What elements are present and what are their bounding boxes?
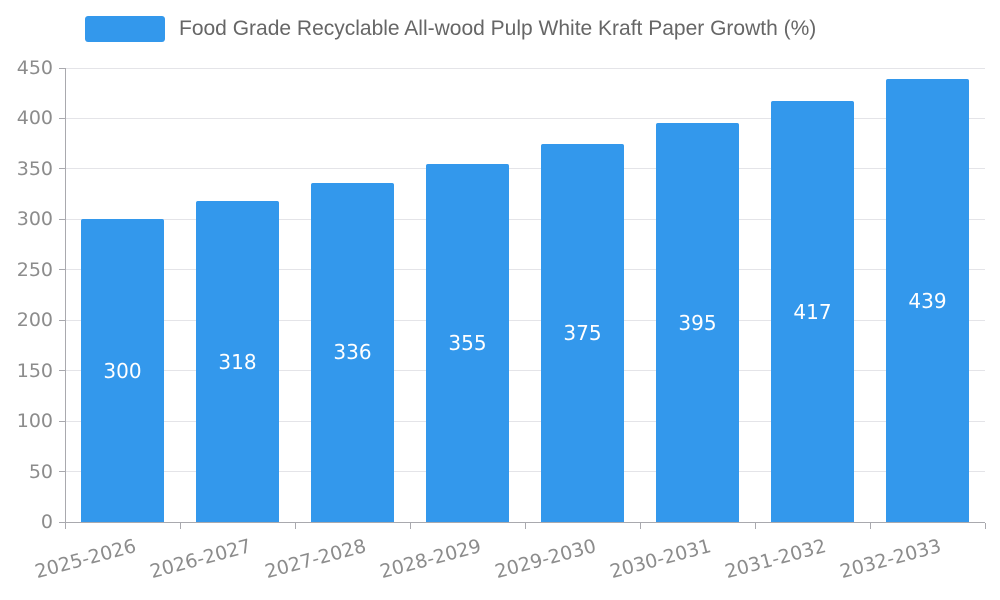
y-axis-tick <box>59 370 65 372</box>
x-axis-tick <box>869 523 871 529</box>
bar-value-label: 439 <box>908 288 947 313</box>
bar-value-label: 417 <box>793 299 832 324</box>
x-axis-tick <box>179 523 181 529</box>
bar: 300 <box>81 219 164 522</box>
bar-value-label: 375 <box>563 320 602 345</box>
y-axis-label: 250 <box>16 258 53 281</box>
bar: 375 <box>541 143 624 522</box>
y-axis-label: 150 <box>16 359 53 382</box>
bar: 395 <box>656 123 739 522</box>
gridline <box>65 370 985 372</box>
y-axis-label: 50 <box>28 460 53 483</box>
y-axis-tick <box>59 471 65 473</box>
bar: 417 <box>771 101 854 522</box>
y-axis-tick <box>59 218 65 220</box>
y-axis-line <box>65 68 66 522</box>
bar: 355 <box>426 163 509 522</box>
x-axis-line <box>65 522 985 523</box>
x-axis-tick <box>639 523 641 529</box>
y-axis-tick <box>59 168 65 170</box>
y-axis-label: 400 <box>16 107 53 130</box>
bar-value-label: 300 <box>103 358 142 383</box>
y-axis-label: 350 <box>16 157 53 180</box>
y-axis-tick <box>59 117 65 119</box>
gridline <box>65 420 985 422</box>
bar-value-label: 355 <box>448 330 487 355</box>
y-axis-label: 0 <box>40 511 53 533</box>
gridline <box>65 117 985 119</box>
y-axis-label: 450 <box>16 57 53 79</box>
y-axis-tick <box>59 521 65 523</box>
gridline <box>65 471 985 473</box>
y-axis-label: 300 <box>16 208 53 231</box>
x-axis-tick <box>64 523 66 529</box>
y-axis-tick <box>59 319 65 321</box>
legend: Food Grade Recyclable All-wood Pulp Whit… <box>85 16 816 42</box>
y-axis-tick <box>59 269 65 271</box>
y-axis-label: 200 <box>16 309 53 332</box>
x-axis-tick <box>984 523 986 529</box>
x-axis-tick <box>754 523 756 529</box>
bar-value-label: 318 <box>218 349 257 374</box>
legend-swatch <box>85 16 165 42</box>
gridline <box>65 218 985 220</box>
bar-value-label: 395 <box>678 310 717 335</box>
y-axis-tick <box>59 420 65 422</box>
gridline <box>65 168 985 170</box>
bar: 439 <box>886 79 969 522</box>
x-axis-tick <box>409 523 411 529</box>
y-axis-label: 100 <box>16 410 53 433</box>
legend-label: Food Grade Recyclable All-wood Pulp Whit… <box>179 17 817 40</box>
y-axis-tick <box>59 67 65 69</box>
bar: 318 <box>196 201 279 522</box>
bar: 336 <box>311 183 394 522</box>
gridline <box>65 67 985 69</box>
gridline <box>65 319 985 321</box>
x-axis-tick <box>524 523 526 529</box>
gridline <box>65 269 985 271</box>
bar-value-label: 336 <box>333 340 372 365</box>
x-axis-tick <box>294 523 296 529</box>
